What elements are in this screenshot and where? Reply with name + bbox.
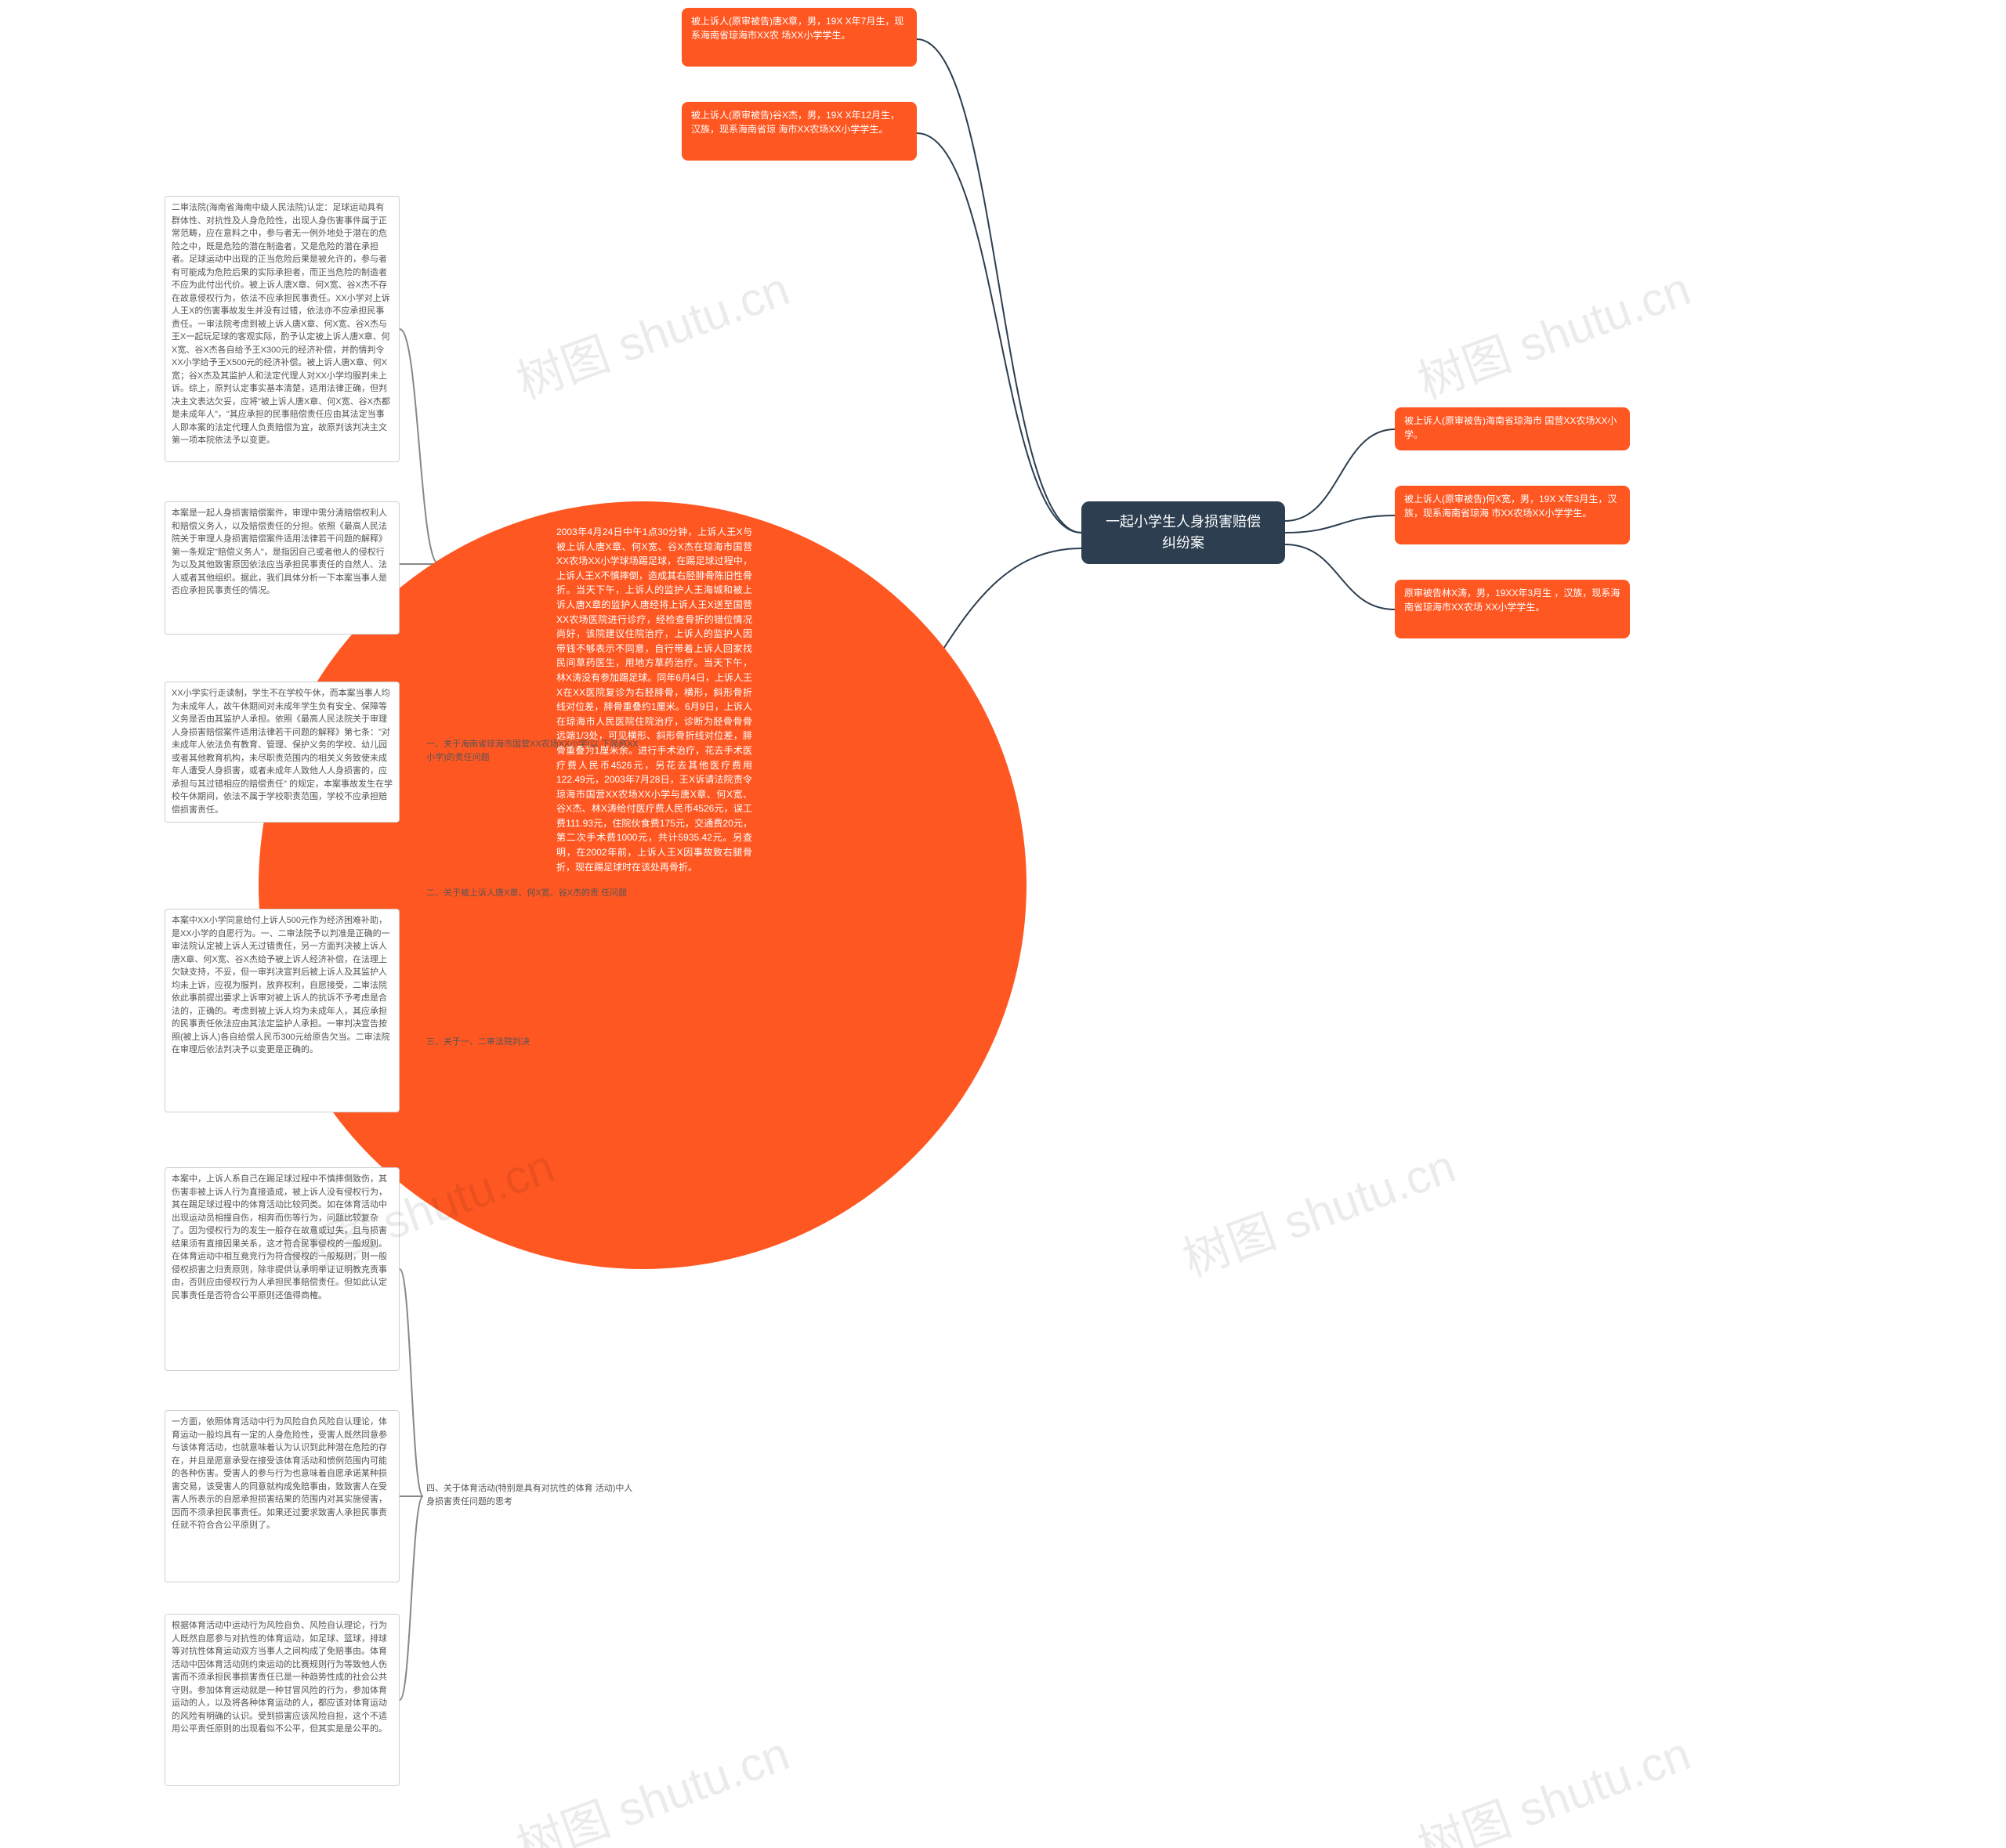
main-story-text: 2003年4月24日中午1点30分钟，上诉人王X与被上诉人唐X章、何X宽、谷X杰… — [556, 525, 752, 874]
right-node-r1: 被上诉人(原审被告)唐X章，男，19X X年7月生，现系海南省琼海市XX农 场X… — [682, 8, 917, 67]
right-node-text: 被上诉人(原审被告)何X宽，男，19X X年3月生，汉族，现系海南省琼海 市XX… — [1404, 494, 1617, 519]
central-node: 一起小学生人身损害赔偿 纠纷案 — [1081, 501, 1285, 564]
watermark: 树图 shutu.cn — [1407, 251, 1698, 412]
gray-box-text: 二审法院(海南省海南中级人民法院)认定：足球运动具有群体性、对抗性及人身危险性，… — [172, 203, 390, 445]
gray-box-g4: 本案中XX小学同意给付上诉人500元作为经济困难补助，是XX小学的自愿行为。一、… — [165, 909, 400, 1112]
right-node-r3: 被上诉人(原审被告)海南省琼海市 国营XX农场XX小学。 — [1395, 407, 1630, 450]
right-node-text: 被上诉人(原审被告)谷X杰，男，19X X年12月生，汉族，现系海南省琼 海市X… — [691, 110, 900, 135]
watermark-text: 树图 shutu.cn — [510, 1727, 795, 1848]
gray-box-g3: XX小学实行走读制，学生不在学校午休，而本案当事人均为未成年人，故午休期间对未成… — [165, 682, 400, 823]
central-title: 一起小学生人身损害赔偿 纠纷案 — [1097, 512, 1269, 554]
watermark-text: 树图 shutu.cn — [1411, 1727, 1696, 1848]
gray-box-g2: 本案是一起人身损害赔偿案件，审理中需分清赔偿权利人和赔偿义务人，以及赔偿责任的分… — [165, 501, 400, 635]
section-label-l1: 一、关于海南省琼海市国营XX农场XX小学(以 下简称XX小学)的责任问题 — [423, 736, 643, 765]
watermark-text: 树图 shutu.cn — [510, 262, 795, 409]
section-label-text: 三、关于一、二审法院判决 — [426, 1037, 530, 1047]
gray-box-text: 本案中XX小学同意给付上诉人500元作为经济困难补助，是XX小学的自愿行为。一、… — [172, 916, 390, 1054]
gray-box-g1: 二审法院(海南省海南中级人民法院)认定：足球运动具有群体性、对抗性及人身危险性，… — [165, 196, 400, 462]
right-node-text: 被上诉人(原审被告)唐X章，男，19X X年7月生，现系海南省琼海市XX农 场X… — [691, 16, 903, 41]
watermark: 树图 shutu.cn — [506, 251, 797, 412]
gray-box-g7: 根据体育活动中运动行为风险自负、风险自认理论，行为人既然自愿参与对抗性的体育运动… — [165, 1614, 400, 1786]
watermark-text: 树图 shutu.cn — [1176, 1140, 1461, 1286]
gray-box-g6: 一方面，依照体育活动中行为风险自负风险自认理论，体育运动一般均具有一定的人身危险… — [165, 1410, 400, 1582]
gray-box-text: 本案是一起人身损害赔偿案件，审理中需分清赔偿权利人和赔偿义务人，以及赔偿责任的分… — [172, 508, 387, 595]
section-label-l3: 三、关于一、二审法院判决 — [423, 1034, 580, 1051]
section-label-l4: 四、关于体育活动(特别是具有对抗性的体育 活动)中人身损害责任问题的思考 — [423, 1481, 643, 1510]
right-node-r4: 被上诉人(原审被告)何X宽，男，19X X年3月生，汉族，现系海南省琼海 市XX… — [1395, 486, 1630, 544]
section-label-text: 四、关于体育活动(特别是具有对抗性的体育 活动)中人身损害责任问题的思考 — [426, 1484, 632, 1506]
section-label-text: 二、关于被上诉人唐X章、何X宽、谷X杰的责 任问题 — [426, 888, 627, 898]
section-label-l2: 二、关于被上诉人唐X章、何X宽、谷X杰的责 任问题 — [423, 885, 643, 902]
watermark: 树图 shutu.cn — [1407, 1716, 1698, 1848]
section-label-text: 一、关于海南省琼海市国营XX农场XX小学(以 下简称XX小学)的责任问题 — [426, 740, 639, 762]
watermark: 树图 shutu.cn — [506, 1716, 797, 1848]
right-node-r2: 被上诉人(原审被告)谷X杰，男，19X X年12月生，汉族，现系海南省琼 海市X… — [682, 102, 917, 161]
watermark-text: 树图 shutu.cn — [1411, 262, 1696, 409]
watermark: 树图 shutu.cn — [1172, 1128, 1463, 1289]
right-node-r5: 原审被告林X涛，男，19XX年3月生 ，汉族，现系海南省琼海市XX农场 XX小学… — [1395, 580, 1630, 638]
gray-box-text: 根据体育活动中运动行为风险自负、风险自认理论，行为人既然自愿参与对抗性的体育运动… — [172, 1621, 387, 1734]
gray-box-text: XX小学实行走读制，学生不在学校午休，而本案当事人均为未成年人，故午休期间对未成… — [172, 689, 393, 815]
right-node-text: 被上诉人(原审被告)海南省琼海市 国营XX农场XX小学。 — [1404, 415, 1617, 440]
gray-box-text: 一方面，依照体育活动中行为风险自负风险自认理论，体育运动一般均具有一定的人身危险… — [172, 1417, 387, 1530]
right-node-text: 原审被告林X涛，男，19XX年3月生 ，汉族，现系海南省琼海市XX农场 XX小学… — [1404, 588, 1620, 613]
